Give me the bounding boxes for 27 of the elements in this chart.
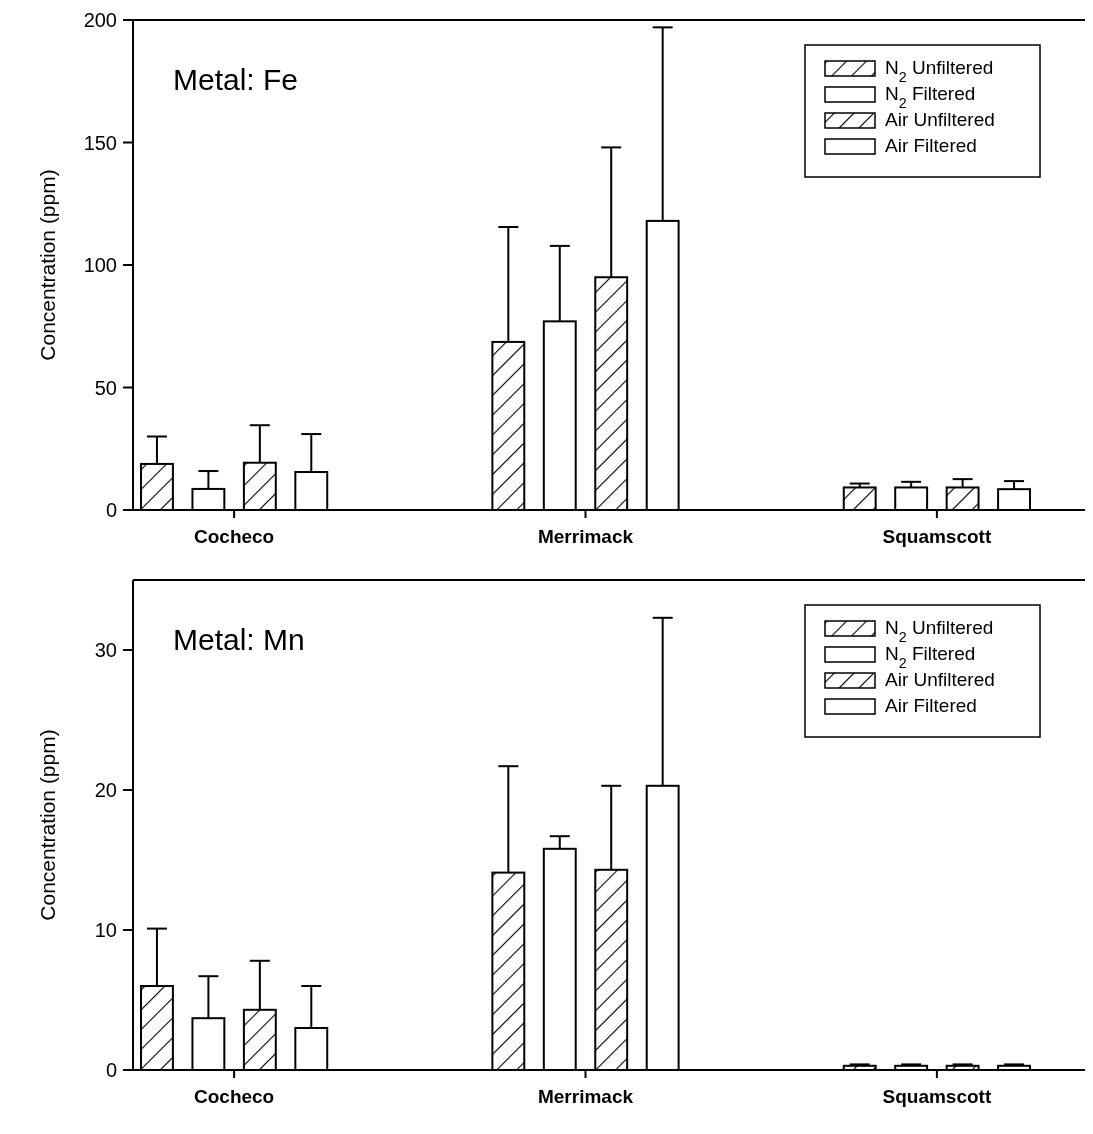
x-tick-label: Cocheco <box>193 526 275 547</box>
y-axis-title: Concentration (ppm) <box>36 169 59 361</box>
legend-label: N$_{2}$ Unfiltered <box>885 57 994 85</box>
y-axis-title: Concentration (ppm) <box>36 729 59 921</box>
legend-label: Air Filtered <box>885 695 977 716</box>
y-tick-label: 150 <box>83 131 117 154</box>
y-tick-label: 200 <box>83 9 117 31</box>
x-tick-label: Squamscott <box>882 1086 992 1107</box>
y-tick-label: 100 <box>83 254 117 276</box>
legend-label: N$_{2}$ Filtered <box>885 643 976 671</box>
x-tick-label: Cocheco <box>193 1086 275 1107</box>
x-tick-label: Merrimack <box>537 526 634 547</box>
y-tick-label: 50 <box>94 376 117 399</box>
y-tick-label: 10 <box>94 919 117 941</box>
text: Metal: Fe <box>173 63 299 96</box>
text: Metal: Mn <box>173 623 305 656</box>
y-tick-label: 30 <box>94 639 117 661</box>
y-tick-label: 0 <box>105 499 117 521</box>
legend-label: N$_{2}$ Filtered <box>885 83 976 111</box>
y-tick-label: 20 <box>94 779 117 801</box>
legend-label: N$_{2}$ Unfiltered <box>885 617 994 645</box>
x-tick-label: Merrimack <box>537 1086 634 1107</box>
legend-label: Air Filtered <box>885 135 977 156</box>
y-tick-label: 0 <box>105 1059 117 1081</box>
x-tick-label: Squamscott <box>882 526 992 547</box>
legend-label: Air Unfiltered <box>885 669 995 690</box>
legend-label: Air Unfiltered <box>885 109 995 130</box>
